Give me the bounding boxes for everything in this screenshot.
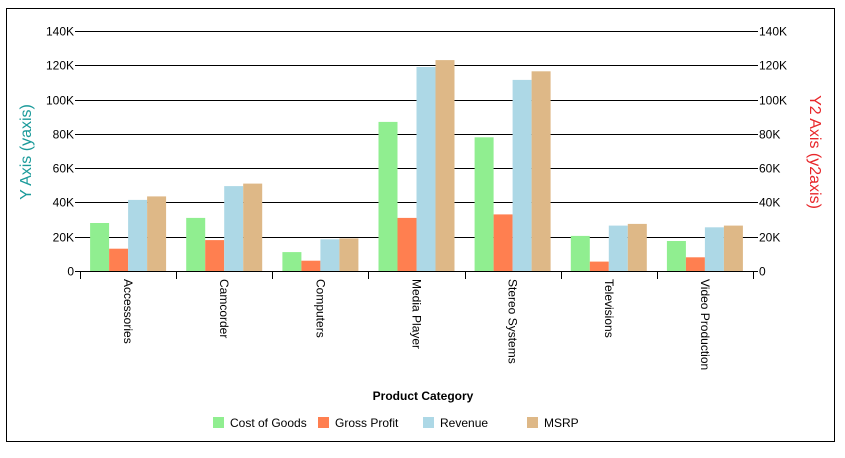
bar-msrp	[243, 183, 263, 271]
y-tick-label: 20K	[53, 231, 74, 245]
bar-gross-profit	[109, 248, 129, 271]
legend-label: Revenue	[440, 416, 488, 430]
y-tick-label: 80K	[53, 128, 74, 142]
bar-msrp	[435, 60, 455, 271]
bar-cost-of-goods	[570, 235, 590, 271]
y-tick-label: 40K	[53, 196, 74, 210]
y2-tick-label: 80K	[759, 128, 780, 142]
bar-revenue	[224, 186, 244, 271]
bar-cost-of-goods	[90, 223, 110, 271]
y2-tick-label: 0	[759, 265, 766, 279]
y2-tick-label: 40K	[759, 196, 780, 210]
category-labels: Accessories Camcorder Computers Media Playe…	[121, 279, 712, 370]
y2-tick-labels: 0 20K 40K 60K 80K 100K 120K 140K	[759, 25, 787, 279]
y2-tick-label: 20K	[759, 231, 780, 245]
y2-tick-label: 60K	[759, 162, 780, 176]
category-label: Televisions	[602, 279, 616, 338]
bar-revenue	[128, 199, 148, 271]
category-label: Media Player	[410, 279, 424, 349]
legend-label: Cost of Goods	[230, 416, 307, 430]
y2-tick-label: 140K	[759, 25, 787, 39]
bar-gross-profit	[589, 261, 609, 271]
y-tick-labels: 0 20K 40K 60K 80K 100K 120K 140K	[46, 25, 74, 279]
bar-gross-profit	[205, 240, 225, 271]
category-label: Stereo Systems	[506, 279, 520, 364]
bar-gross-profit	[301, 260, 321, 271]
bar-msrp	[531, 71, 551, 271]
bar-cost-of-goods	[282, 252, 302, 271]
y2-axis-title: Y2 Axis (y2axis)	[806, 95, 823, 209]
x-axis-title: Product Category	[373, 389, 474, 403]
category-label: Accessories	[121, 279, 135, 344]
bars-layer	[90, 60, 743, 272]
legend: Cost of Goods Gross Profit Revenue MSRP	[213, 416, 579, 430]
bar-gross-profit	[493, 214, 513, 271]
bar-msrp	[627, 223, 647, 271]
bar-revenue	[416, 67, 436, 271]
legend-swatch	[213, 417, 224, 428]
y-tick-label: 120K	[46, 59, 74, 73]
legend-label: Gross Profit	[335, 416, 399, 430]
bar-cost-of-goods	[186, 217, 206, 271]
y2-tick-label: 120K	[759, 59, 787, 73]
bar-cost-of-goods	[666, 241, 686, 271]
y-tick-label: 0	[67, 265, 74, 279]
y2-tick-label: 100K	[759, 94, 787, 108]
bar-msrp	[147, 196, 167, 271]
legend-swatch	[318, 417, 329, 428]
y-tick-label: 140K	[46, 25, 74, 39]
legend-label: MSRP	[544, 416, 579, 430]
legend-swatch	[423, 417, 434, 428]
axis-layer	[75, 31, 758, 279]
category-label: Camcorder	[217, 279, 231, 338]
y-tick-label: 60K	[53, 162, 74, 176]
bar-revenue	[320, 239, 340, 271]
y-axis-title: Y Axis (yaxis)	[18, 104, 35, 200]
bar-gross-profit	[685, 257, 705, 271]
bar-gross-profit	[397, 217, 417, 271]
bar-cost-of-goods	[378, 121, 398, 272]
category-label: Computers	[313, 279, 327, 338]
legend-swatch	[527, 417, 538, 428]
bar-revenue	[608, 225, 628, 271]
bar-cost-of-goods	[474, 137, 494, 271]
category-label: Video Production	[698, 279, 712, 370]
bar-revenue	[704, 227, 724, 271]
bar-msrp	[723, 225, 743, 271]
y-tick-label: 100K	[46, 94, 74, 108]
bar-revenue	[512, 79, 532, 272]
bar-msrp	[339, 238, 359, 271]
